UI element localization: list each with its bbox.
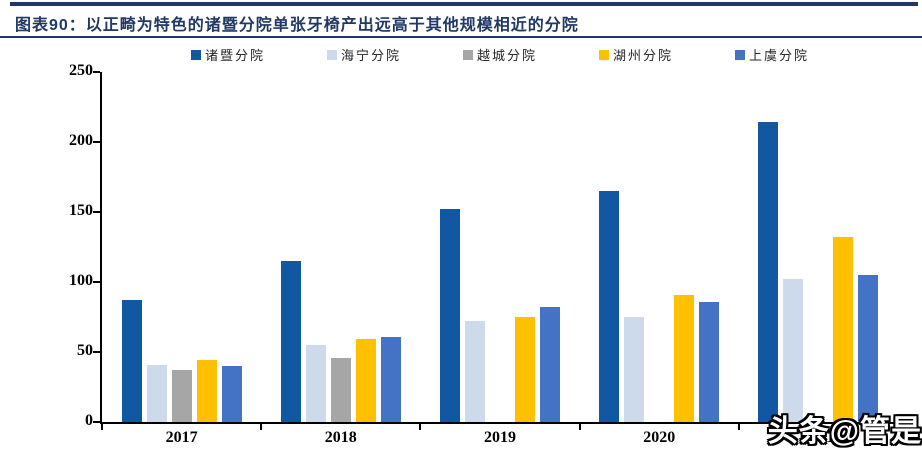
legend-swatch-icon bbox=[326, 49, 337, 60]
legend-label: 湖州分院 bbox=[613, 48, 674, 63]
y-axis-tick bbox=[93, 71, 100, 73]
legend-swatch-icon bbox=[735, 49, 746, 60]
legend: 诸暨分院 海宁分院 越城分院 湖州分院 上虞分院 bbox=[102, 45, 898, 64]
legend-label: 越城分院 bbox=[476, 48, 537, 63]
bar bbox=[221, 366, 242, 422]
title-divider bbox=[0, 36, 922, 38]
bar bbox=[515, 317, 535, 422]
bar bbox=[380, 336, 401, 422]
y-axis-tick-label: 0 bbox=[85, 412, 93, 429]
x-axis-category-label: 2021 bbox=[802, 429, 835, 446]
x-axis-tick bbox=[260, 424, 263, 430]
y-axis-tick bbox=[93, 421, 100, 423]
y-axis-tick bbox=[93, 211, 100, 213]
legend-item: 上虞分院 bbox=[735, 45, 809, 64]
legend-item: 湖州分院 bbox=[599, 45, 673, 64]
legend-label: 诸暨分院 bbox=[204, 48, 265, 63]
y-axis-tick bbox=[93, 141, 100, 143]
legend-label: 海宁分院 bbox=[340, 48, 401, 63]
legend-item: 越城分院 bbox=[462, 45, 537, 64]
x-axis-category-label: 2020 bbox=[643, 429, 676, 446]
bar bbox=[330, 357, 351, 422]
bar bbox=[146, 364, 167, 422]
bar bbox=[171, 370, 192, 422]
bar bbox=[758, 122, 779, 422]
top-rule bbox=[10, 2, 918, 6]
bar bbox=[624, 317, 645, 422]
legend-item: 海宁分院 bbox=[326, 45, 401, 64]
x-axis-tick bbox=[578, 424, 581, 430]
y-axis-tick bbox=[93, 281, 100, 283]
bar bbox=[440, 209, 460, 422]
y-axis-line bbox=[100, 72, 102, 424]
y-axis-tick-label: 200 bbox=[69, 132, 93, 149]
x-axis-line bbox=[100, 422, 898, 424]
x-axis-category-label: 2019 bbox=[484, 429, 516, 446]
bar bbox=[540, 307, 560, 422]
bar bbox=[674, 294, 695, 422]
legend-swatch-icon bbox=[599, 49, 609, 60]
watermark: 头条@管是 bbox=[767, 415, 922, 448]
bar bbox=[599, 191, 620, 422]
bar bbox=[280, 261, 301, 422]
bar bbox=[783, 279, 804, 422]
bar bbox=[699, 301, 720, 422]
y-axis-tick-label: 250 bbox=[69, 62, 93, 79]
bar bbox=[305, 345, 326, 422]
bar bbox=[858, 275, 879, 422]
legend-label: 上虞分院 bbox=[749, 48, 810, 63]
x-axis-tick bbox=[897, 424, 899, 430]
x-axis-tick bbox=[737, 424, 740, 430]
x-axis-tick bbox=[419, 424, 422, 430]
y-axis-tick-label: 100 bbox=[69, 272, 93, 289]
bar bbox=[355, 339, 376, 422]
legend-swatch-icon bbox=[190, 49, 201, 60]
x-axis-category-label: 2018 bbox=[324, 429, 357, 446]
bar bbox=[833, 237, 854, 422]
y-axis-tick bbox=[93, 351, 100, 353]
y-axis-tick-label: 50 bbox=[77, 342, 93, 359]
y-axis-tick-label: 150 bbox=[69, 202, 93, 219]
x-axis-tick bbox=[101, 424, 103, 430]
figure-title: 图表90：以正畸为特色的诸暨分院单张牙椅产出远高于其他规模相近的分院 bbox=[15, 17, 579, 34]
bar bbox=[121, 300, 142, 422]
bar bbox=[465, 321, 485, 422]
x-axis-category-label: 2017 bbox=[165, 429, 198, 446]
bar bbox=[196, 360, 217, 422]
legend-item: 诸暨分院 bbox=[190, 45, 265, 64]
legend-swatch-icon bbox=[462, 49, 473, 60]
